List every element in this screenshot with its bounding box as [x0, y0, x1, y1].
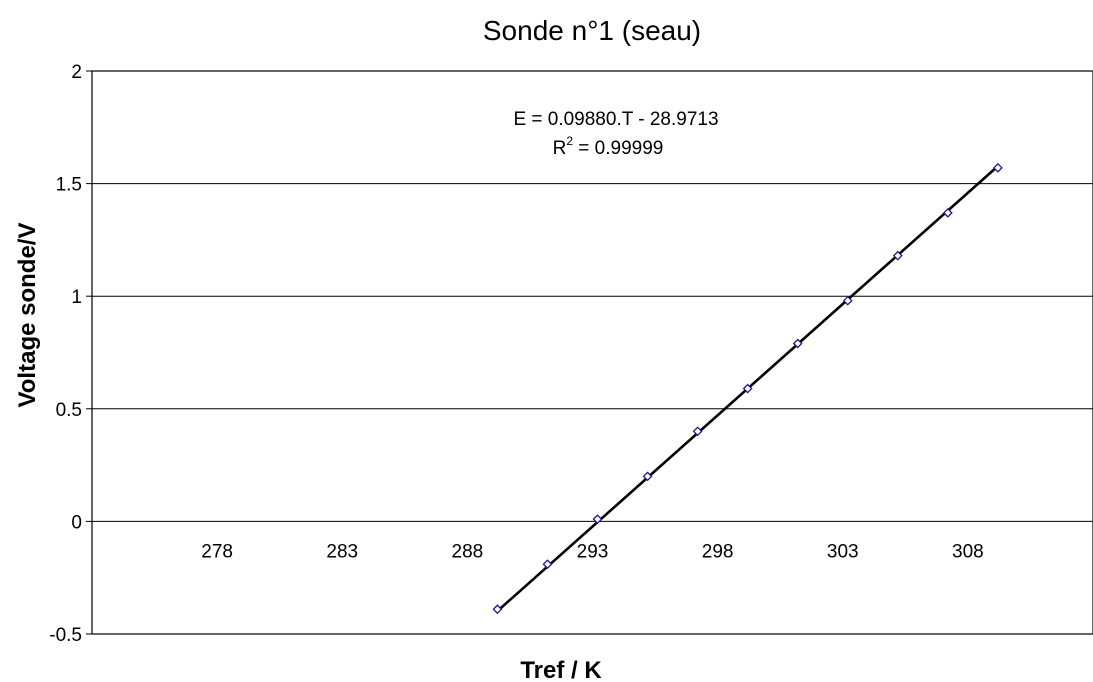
- y-tick-label: 1.5: [56, 175, 82, 196]
- x-tick-label: 288: [452, 541, 484, 562]
- x-tick-label: 283: [326, 541, 358, 562]
- data-point: [492, 604, 503, 615]
- data-point: [992, 162, 1003, 173]
- x-tick-label: 303: [827, 541, 859, 562]
- y-tick-label: 1: [71, 287, 82, 308]
- data-point: [542, 559, 553, 570]
- data-point: [742, 383, 753, 394]
- data-point: [792, 338, 803, 349]
- data-point: [892, 250, 903, 261]
- y-tick-label: 0.5: [56, 400, 82, 421]
- data-points: [492, 162, 1003, 615]
- r-squared-label: R2 = 0.99999: [553, 134, 664, 159]
- data-point: [942, 207, 953, 218]
- x-tick-label: 298: [702, 541, 734, 562]
- chart-title: Sonde n°1 (seau): [483, 15, 701, 46]
- x-tick-label: 278: [201, 541, 233, 562]
- r-squared-prefix: R: [553, 138, 567, 159]
- y-tick-labels: -0.5 0 0.5 1 1.5 2: [49, 62, 92, 646]
- y-tick-label: 2: [71, 62, 82, 83]
- x-tick-label: 293: [577, 541, 609, 562]
- y-axis-title: Voltage sonde/V: [14, 223, 41, 408]
- plot-area: [91, 70, 1093, 635]
- y-tick-label: -0.5: [49, 625, 82, 646]
- x-tick-label: 308: [952, 541, 984, 562]
- data-point: [692, 426, 703, 437]
- data-point: [842, 295, 853, 306]
- r-squared-exponent: 2: [566, 134, 573, 148]
- x-tick-labels: 278 283 288 293 298 303 308: [201, 541, 983, 562]
- r-squared-value: = 0.99999: [573, 138, 663, 159]
- y-tick-label: 0: [71, 512, 82, 533]
- data-point: [592, 514, 603, 525]
- trendline-equation: E = 0.09880.T - 28.9713: [513, 109, 718, 130]
- x-axis-title: Tref / K: [520, 657, 602, 682]
- data-point: [642, 471, 653, 482]
